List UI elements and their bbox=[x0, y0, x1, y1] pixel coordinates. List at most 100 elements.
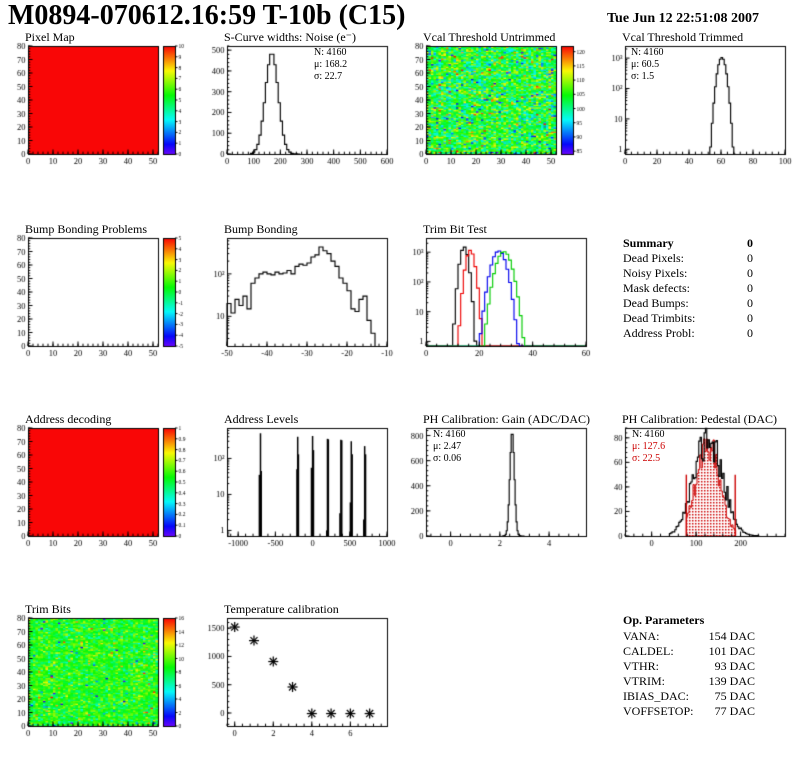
summary-row-dead-bumps: Dead Bumps: 0 bbox=[623, 296, 753, 311]
address-decoding-chart bbox=[2, 424, 198, 550]
panel-bump-problems: Bump Bonding Problems bbox=[2, 222, 198, 362]
summary-value: 0 bbox=[747, 311, 753, 325]
summary-row-mask-defects: Mask defects: 0 bbox=[623, 281, 753, 296]
panel-scurve-noise: S-Curve widths: Noise (e⁻) N: 4160 μ: 16… bbox=[201, 30, 397, 170]
page-title: M0894-070612.16:59 T-10b (C15) bbox=[8, 0, 406, 31]
pixel-map-chart bbox=[2, 42, 198, 168]
op-label: CALDEL: bbox=[623, 644, 674, 658]
op-row-vtrim: VTRIM: 139 DAC bbox=[623, 674, 755, 689]
op-row-voffsetop: VOFFSETOP: 77 DAC bbox=[623, 704, 755, 719]
ph-gain-chart bbox=[400, 424, 596, 550]
op-row-vthr: VTHR: 93 DAC bbox=[623, 659, 755, 674]
stat-sigma: σ: 22.5 bbox=[632, 453, 661, 464]
summary-value: 0 bbox=[747, 251, 753, 265]
op-value: 75 DAC bbox=[714, 689, 755, 703]
summary-heading-value: 0 bbox=[747, 236, 753, 250]
panel-temperature-calibration: Temperature calibration bbox=[201, 602, 397, 742]
address-levels-chart bbox=[201, 424, 397, 550]
panel-title: Bump Bonding bbox=[224, 222, 298, 236]
summary-label: Address Probl: bbox=[623, 326, 695, 340]
panel-title: S-Curve widths: Noise (e⁻) bbox=[224, 30, 356, 44]
panel-title: Trim Bits bbox=[25, 602, 71, 616]
stat-n: N: 4160 bbox=[314, 47, 347, 58]
stat-sigma: σ: 0.06 bbox=[433, 453, 462, 464]
summary-label: Dead Pixels: bbox=[623, 251, 684, 265]
panel-trim-bits: Trim Bits bbox=[2, 602, 198, 742]
op-value: 77 DAC bbox=[714, 704, 755, 718]
panel-ph-gain: PH Calibration: Gain (ADC/DAC) N: 4160 μ… bbox=[400, 412, 596, 552]
panel-address-decoding: Address decoding bbox=[2, 412, 198, 552]
panel-title: Address decoding bbox=[25, 412, 112, 426]
scurve-noise-chart bbox=[201, 42, 397, 168]
panel-title: PH Calibration: Pedestal (DAC) bbox=[622, 412, 777, 426]
panel-title: Bump Bonding Problems bbox=[25, 222, 148, 236]
op-value: 93 DAC bbox=[714, 659, 755, 673]
bump-problems-chart bbox=[2, 234, 198, 360]
op-label: VOFFSETOP: bbox=[623, 704, 694, 718]
op-value: 154 DAC bbox=[708, 629, 755, 643]
stat-mu: μ: 2.47 bbox=[433, 441, 462, 452]
vcal-trimmed-chart bbox=[599, 42, 795, 168]
panel-bump-bonding: Bump Bonding bbox=[201, 222, 397, 362]
trim-bit-test-chart bbox=[400, 234, 596, 360]
panel-title: Pixel Map bbox=[25, 30, 75, 44]
summary-label: Noisy Pixels: bbox=[623, 266, 688, 280]
stat-mu: μ: 60.5 bbox=[631, 59, 660, 70]
stat-n: N: 4160 bbox=[631, 47, 664, 58]
op-parameters-block: Op. Parameters VANA: 154 DAC CALDEL: 101… bbox=[623, 612, 755, 719]
op-value: 101 DAC bbox=[708, 644, 755, 658]
summary-block: Summary 0 Dead Pixels: 0 Noisy Pixels: 0… bbox=[623, 236, 753, 341]
panel-vcal-untrimmed: Vcal Threshold Untrimmed bbox=[400, 30, 596, 170]
panel-address-levels: Address Levels bbox=[201, 412, 397, 552]
stat-n: N: 4160 bbox=[433, 429, 466, 440]
summary-heading: Summary bbox=[623, 236, 674, 250]
stat-mu: μ: 168.2 bbox=[314, 59, 348, 70]
ph-pedestal-chart bbox=[599, 424, 795, 550]
op-label: VANA: bbox=[623, 629, 660, 643]
summary-row-dead-trimbits: Dead Trimbits: 0 bbox=[623, 311, 753, 326]
op-row-vana: VANA: 154 DAC bbox=[623, 629, 755, 644]
panel-title: PH Calibration: Gain (ADC/DAC) bbox=[423, 412, 590, 426]
op-label: VTHR: bbox=[623, 659, 659, 673]
panel-title: Address Levels bbox=[224, 412, 299, 426]
op-label: IBIAS_DAC: bbox=[623, 689, 690, 703]
trim-bits-chart bbox=[2, 614, 198, 740]
summary-label: Mask defects: bbox=[623, 281, 690, 295]
panel-title: Vcal Threshold Trimmed bbox=[622, 30, 744, 44]
stats-box: N: 4160 μ: 60.5 σ: 1.5 bbox=[631, 47, 664, 83]
summary-row-noisy-pixels: Noisy Pixels: 0 bbox=[623, 266, 753, 281]
stats-box: N: 4160 μ: 2.47 σ: 0.06 bbox=[433, 429, 466, 465]
timestamp: Tue Jun 12 22:51:08 2007 bbox=[607, 11, 759, 26]
panel-ph-pedestal: PH Calibration: Pedestal (DAC) N: 4160 μ… bbox=[599, 412, 795, 552]
panel-title: Vcal Threshold Untrimmed bbox=[423, 30, 556, 44]
op-parameters-heading: Op. Parameters bbox=[623, 613, 705, 627]
stat-n: N: 4160 bbox=[632, 429, 665, 440]
panel-trim-bit-test: Trim Bit Test bbox=[400, 222, 596, 362]
summary-value: 0 bbox=[747, 296, 753, 310]
summary-heading-row: Summary 0 bbox=[623, 236, 753, 251]
summary-value: 0 bbox=[747, 326, 753, 340]
op-row-caldel: CALDEL: 101 DAC bbox=[623, 644, 755, 659]
stats-box: N: 4160 μ: 168.2 σ: 22.7 bbox=[314, 47, 347, 83]
summary-value: 0 bbox=[747, 281, 753, 295]
panel-pixel-map: Pixel Map bbox=[2, 30, 198, 170]
op-label: VTRIM: bbox=[623, 674, 665, 688]
temperature-calibration-chart bbox=[201, 614, 397, 740]
vcal-untrimmed-chart bbox=[400, 42, 596, 168]
op-row-ibias-dac: IBIAS_DAC: 75 DAC bbox=[623, 689, 755, 704]
panel-vcal-trimmed: Vcal Threshold Trimmed N: 4160 μ: 60.5 σ… bbox=[599, 30, 795, 170]
summary-label: Dead Bumps: bbox=[623, 296, 689, 310]
bump-bonding-chart bbox=[201, 234, 397, 360]
stats-box: N: 4160 μ: 127.6 σ: 22.5 bbox=[632, 429, 665, 465]
op-value: 139 DAC bbox=[708, 674, 755, 688]
summary-row-address-probl: Address Probl: 0 bbox=[623, 326, 753, 341]
stat-sigma: σ: 1.5 bbox=[631, 71, 655, 82]
panel-title: Temperature calibration bbox=[224, 602, 339, 616]
summary-value: 0 bbox=[747, 266, 753, 280]
stat-mu: μ: 127.6 bbox=[632, 441, 666, 452]
summary-row-dead-pixels: Dead Pixels: 0 bbox=[623, 251, 753, 266]
panel-title: Trim Bit Test bbox=[423, 222, 487, 236]
stat-sigma: σ: 22.7 bbox=[314, 71, 343, 82]
summary-label: Dead Trimbits: bbox=[623, 311, 696, 325]
